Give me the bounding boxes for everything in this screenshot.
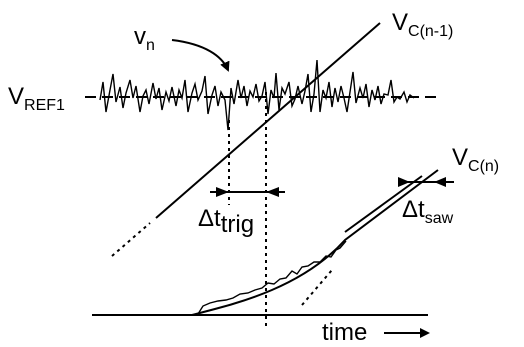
ramp-vc-n-1-dotted-extension [111,222,151,257]
ramp-vc-n-upper [344,175,423,233]
ramp-vc-n-1 [155,22,381,219]
vc-n-1-label: VC(n-1) [392,9,453,40]
time-label: time [322,319,367,346]
ramp-vc-n-lower [191,169,439,316]
vc-n-label: VC(n) [452,144,499,175]
dt-saw-label: Δtsaw [402,196,454,227]
dt-saw-arrow-right [434,177,446,187]
noise-signal-vn [99,59,415,131]
ramp-vc-n-dotted-extension [301,269,333,306]
dt-trig-arrow-right [266,187,279,197]
vn-label: vn [134,23,155,54]
noisy-ramp-trace [197,240,347,315]
dt-trig-arrow-left [216,187,229,197]
vn-pointer-arrow [171,39,230,72]
vref-label: VREF1 [8,83,65,114]
dt-trig-label: Δttrig [198,205,254,238]
dt-saw-arrow-left [398,177,410,187]
